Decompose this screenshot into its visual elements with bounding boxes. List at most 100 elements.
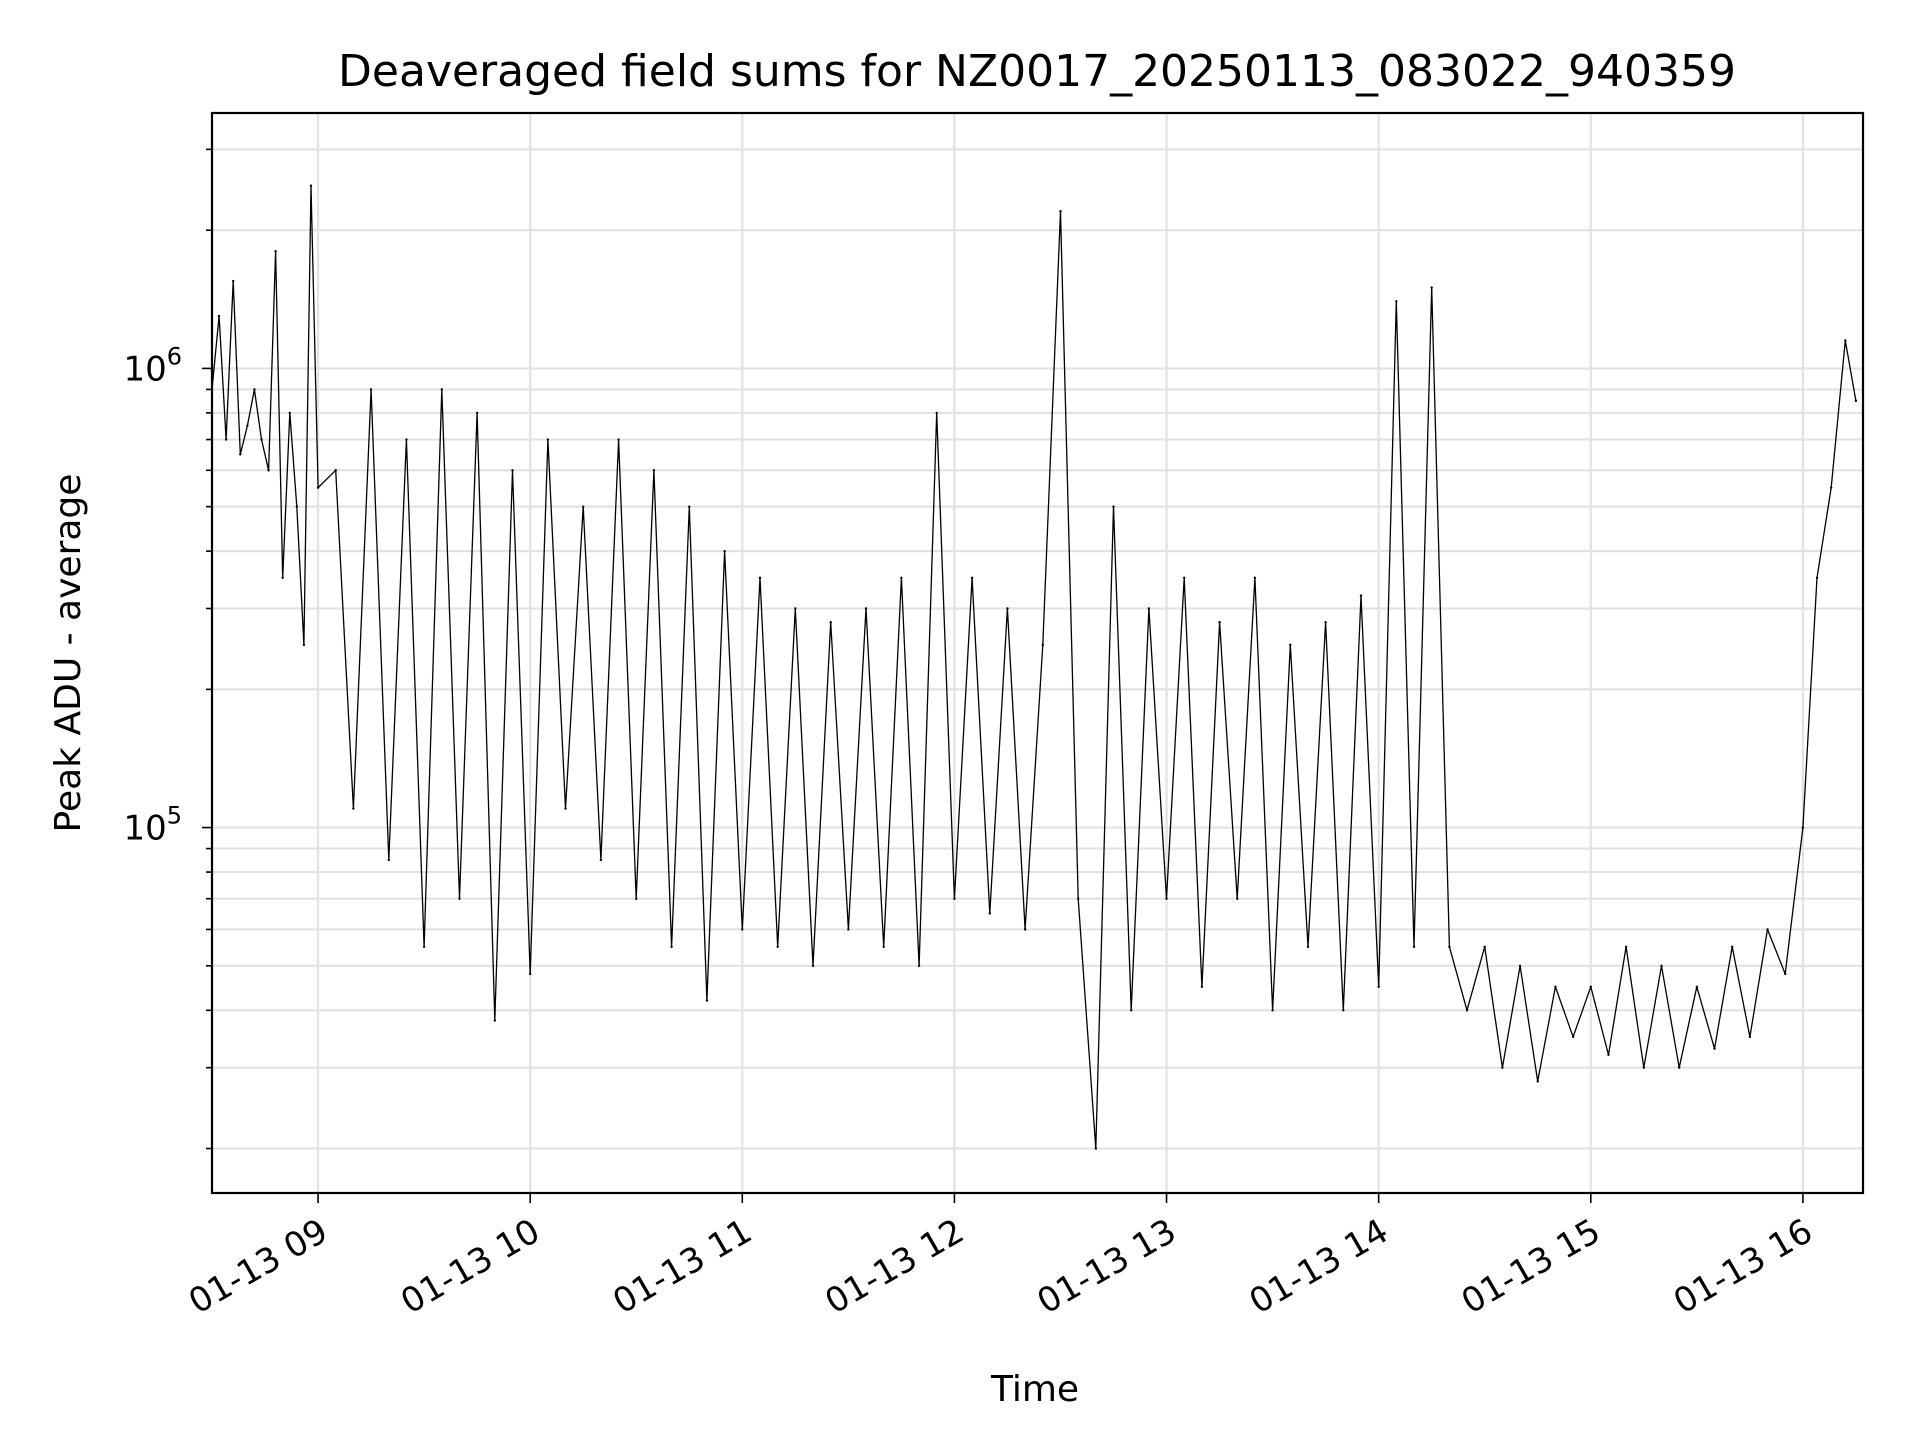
data-point bbox=[988, 912, 991, 915]
data-point bbox=[723, 549, 726, 553]
data-point bbox=[1695, 985, 1699, 989]
data-point bbox=[652, 469, 656, 472]
y-tick-label-base: 10 bbox=[123, 349, 166, 389]
data-point bbox=[829, 621, 832, 624]
data-point bbox=[1483, 945, 1486, 948]
data-point bbox=[1748, 1035, 1752, 1039]
data-point bbox=[1801, 826, 1805, 829]
data-point bbox=[309, 184, 313, 187]
data-point bbox=[1730, 945, 1734, 948]
grid-lines bbox=[212, 113, 1863, 1193]
data-point bbox=[1218, 621, 1221, 624]
data-point bbox=[1094, 1147, 1098, 1150]
data-point bbox=[1271, 1009, 1274, 1012]
data-point bbox=[1006, 607, 1009, 610]
data-point bbox=[260, 438, 263, 441]
data-point bbox=[1854, 399, 1858, 403]
data-point bbox=[705, 999, 709, 1002]
data-point bbox=[546, 438, 550, 441]
data-point bbox=[1324, 621, 1327, 624]
data-point bbox=[1536, 1080, 1539, 1083]
data-point bbox=[369, 388, 373, 391]
data-point bbox=[1660, 964, 1663, 967]
data-point bbox=[635, 897, 638, 900]
data-point bbox=[422, 945, 426, 948]
data-point bbox=[1829, 486, 1833, 489]
data-point bbox=[811, 964, 815, 967]
data-point bbox=[528, 972, 532, 976]
data-point bbox=[267, 469, 270, 472]
data-point bbox=[1713, 1047, 1716, 1050]
data-point bbox=[1766, 928, 1769, 931]
data-point bbox=[688, 505, 691, 508]
series-group bbox=[210, 184, 1858, 1150]
data-point bbox=[1112, 505, 1115, 508]
data-point bbox=[599, 858, 603, 862]
x-axis-label: Time bbox=[990, 1369, 1079, 1410]
data-point bbox=[387, 858, 390, 862]
data-point bbox=[864, 607, 868, 610]
data-point bbox=[882, 945, 885, 948]
data-point bbox=[295, 505, 299, 508]
data-point bbox=[1359, 594, 1363, 597]
series-line bbox=[211, 185, 1857, 1150]
data-point bbox=[1165, 897, 1168, 900]
data-point bbox=[970, 576, 974, 579]
data-point bbox=[302, 643, 306, 647]
data-point bbox=[1147, 607, 1151, 610]
y-axis-label: Peak ADU - average bbox=[48, 474, 89, 833]
data-point bbox=[288, 411, 291, 415]
data-point bbox=[1465, 1009, 1469, 1012]
data-point bbox=[1554, 985, 1557, 989]
data-point bbox=[1236, 897, 1239, 900]
data-point bbox=[274, 250, 277, 253]
data-point bbox=[1571, 1035, 1575, 1039]
data-point bbox=[1642, 1066, 1646, 1069]
data-point bbox=[582, 505, 585, 508]
data-point bbox=[511, 469, 514, 472]
data-point bbox=[1041, 643, 1045, 647]
chart-title: Deaveraged field sums for NZ0017_2025011… bbox=[338, 46, 1736, 97]
data-point bbox=[1200, 985, 1204, 989]
data-point bbox=[564, 807, 567, 810]
data-point bbox=[741, 928, 744, 931]
y-tick-label: 105 bbox=[123, 802, 182, 849]
data-point bbox=[1183, 576, 1186, 579]
data-point bbox=[1784, 972, 1787, 976]
plot-area-frame bbox=[210, 111, 1865, 1195]
data-point bbox=[776, 945, 779, 948]
data-point bbox=[1430, 286, 1433, 289]
data-point bbox=[1129, 1009, 1133, 1012]
data-point bbox=[1448, 945, 1451, 948]
y-tick-label: 106 bbox=[123, 342, 182, 389]
data-point bbox=[670, 945, 673, 948]
data-point bbox=[281, 576, 284, 579]
data-point bbox=[847, 928, 850, 931]
data-point bbox=[493, 1019, 497, 1022]
data-point bbox=[953, 897, 956, 900]
data-point bbox=[1059, 210, 1062, 213]
data-point bbox=[1607, 1053, 1610, 1056]
data-point bbox=[1844, 339, 1847, 342]
data-point bbox=[475, 411, 479, 415]
data-point bbox=[917, 964, 921, 967]
data-point bbox=[239, 453, 242, 456]
data-point bbox=[617, 438, 620, 441]
data-point bbox=[405, 438, 408, 441]
y-tick-label-exponent: 6 bbox=[167, 342, 182, 370]
data-point bbox=[1306, 945, 1310, 948]
data-point bbox=[1412, 945, 1416, 948]
data-point bbox=[1624, 945, 1628, 948]
y-tick-label-exponent: 5 bbox=[167, 802, 182, 830]
data-point bbox=[253, 388, 256, 391]
data-point bbox=[1677, 1066, 1681, 1069]
data-point bbox=[1589, 985, 1592, 989]
data-point bbox=[440, 388, 443, 391]
data-point bbox=[1518, 964, 1522, 967]
data-point bbox=[1289, 643, 1292, 647]
data-point bbox=[900, 576, 903, 579]
data-point bbox=[232, 279, 235, 283]
data-point bbox=[1342, 1009, 1345, 1012]
